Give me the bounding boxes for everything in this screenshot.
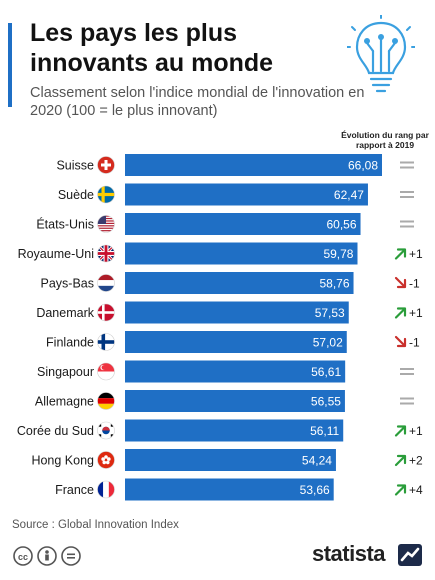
category-label: Royaume-Uni [18,247,94,261]
chart-row: Corée du Sud 56,11 +1 [17,419,423,442]
rank-change-up-icon [394,307,407,319]
category-label: Pays-Bas [41,277,95,291]
chart-row: Singapour 56,61 [37,360,414,383]
rank-change-label: -1 [409,277,420,291]
value-label: 56,55 [311,395,341,409]
usa-flag-icon [97,215,115,233]
category-label: Danemark [36,306,94,320]
rank-change-up-icon [394,425,407,437]
value-label: 54,24 [302,454,332,468]
lightbulb-circuit-icon [347,15,415,93]
rank-change-down-icon [394,276,407,289]
category-label: Hong Kong [31,454,94,468]
rank-change-label: +4 [409,483,423,497]
bar [125,213,361,235]
bar [125,183,368,206]
rank-change-label: +2 [409,454,423,468]
bar [125,419,344,442]
rank-change-equal-icon [400,161,414,169]
value-label: 58,76 [319,277,349,291]
switzerland-flag-icon [97,156,115,174]
category-label: Suède [58,188,94,202]
bar [125,360,346,383]
chart-row: Danemark 57,53 +1 [36,301,423,324]
statista-logo-icon [398,544,422,566]
value-label: 53,66 [300,483,330,497]
category-label: Corée du Sud [17,424,94,438]
denmark-flag-icon [97,303,115,322]
value-label: 66,08 [348,159,378,173]
rank-change-up-icon [394,484,407,496]
rank-change-equal-icon [400,191,414,198]
rank-change-up-icon [394,248,407,260]
rank-change-label: +1 [409,306,423,320]
bar [125,478,334,501]
chart-subtitle: Classement selon l'indice mondial de l'i… [30,85,365,119]
category-label: Suisse [56,159,94,173]
singapore-flag-icon [97,362,115,381]
evolution-column-header: Évolution du rang par rapport à 2019 [341,130,429,150]
category-label: Allemagne [35,395,94,409]
france-flag-icon [97,480,115,499]
title-accent-bar [8,23,12,107]
bar [125,154,382,176]
category-label: France [55,483,94,497]
chart-row: France 53,66 +4 [55,478,423,501]
bar [125,301,349,324]
value-label: 56,11 [310,424,339,438]
value-label: 62,47 [334,188,364,202]
rank-change-label: +1 [409,424,423,438]
category-label: Singapour [37,365,94,379]
bar [125,242,358,265]
rank-change-equal-icon [400,397,414,405]
rank-change-up-icon [394,454,407,467]
value-label: 60,56 [327,218,357,232]
chart-row: Allemagne 56,55 [35,390,414,412]
sweden-flag-icon [97,185,115,204]
creative-commons-icons[interactable]: cc [12,545,92,567]
netherlands-flag-icon [97,274,115,292]
category-label: États-Unis [36,217,94,232]
rank-change-down-icon [394,335,407,348]
bar [125,449,336,471]
hong-kong-flag-icon [97,451,115,469]
source-note: Source : Global Innovation Index [12,519,179,531]
value-label: 59,78 [323,247,353,261]
statista-logo-text[interactable]: statista [312,541,386,566]
chart-row: Finlande 57,02 -1 [46,331,420,353]
rank-change-equal-icon [400,220,414,228]
germany-flag-icon [97,392,115,410]
chart-row: Hong Kong 54,24 +2 [31,449,423,471]
south-korea-flag-icon [97,421,115,440]
value-label: 57,02 [313,336,343,350]
uk-flag-icon [97,244,115,263]
rank-change-label: +1 [409,247,423,261]
value-label: 57,53 [315,306,345,320]
svg-text:cc: cc [18,552,28,562]
category-label: Finlande [46,336,94,350]
chart-title: Les pays les plus innovants au monde [30,19,274,77]
finland-flag-icon [97,333,115,351]
chart-row: Suisse 66,08 [56,154,414,176]
rank-change-equal-icon [400,368,414,375]
chart-row: Pays-Bas 58,76 -1 [41,272,420,294]
rank-change-label: -1 [409,336,420,350]
chart-row: Suède 62,47 [58,183,414,206]
value-label: 56,61 [311,365,341,379]
bar [125,272,354,294]
bar [125,331,347,353]
bar [125,390,345,412]
chart-row: États-Unis 60,56 [36,213,414,235]
chart-row: Royaume-Uni 59,78 +1 [18,242,423,265]
